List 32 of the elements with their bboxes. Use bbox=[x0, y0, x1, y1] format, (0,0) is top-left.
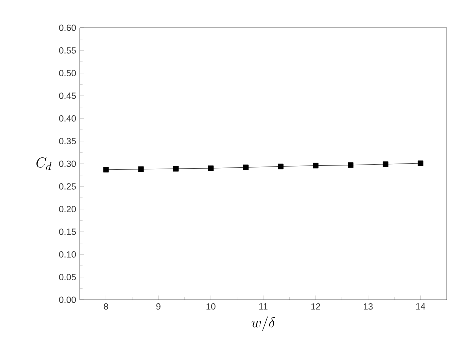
x-tick-label: 8 bbox=[104, 304, 108, 310]
y-tick-label: 0.45 bbox=[59, 92, 76, 100]
x-tick-label: 14 bbox=[416, 304, 426, 310]
y-tick-label: 0.05 bbox=[59, 274, 76, 281]
point bbox=[383, 162, 389, 168]
y-tick-label: 0.00 bbox=[59, 296, 76, 304]
y-tick-label: 0.60 bbox=[59, 24, 76, 32]
point bbox=[348, 162, 354, 168]
x-tick-label: 9 bbox=[156, 304, 161, 310]
y-tick-label: 0.10 bbox=[59, 251, 76, 258]
point bbox=[278, 164, 284, 170]
x-axis-title: $w/\delta$ bbox=[252, 316, 276, 332]
point bbox=[243, 164, 249, 170]
y-tick-label: 0.40 bbox=[59, 115, 76, 122]
y-axis-title: $C_d$ bbox=[36, 157, 52, 170]
point bbox=[208, 166, 214, 172]
x-tick-label: 13 bbox=[364, 304, 373, 310]
x-tick-label: 11 bbox=[260, 304, 268, 310]
x-tick-label: 10 bbox=[206, 304, 216, 310]
y-tick-label: 0.30 bbox=[59, 160, 76, 168]
point bbox=[138, 166, 144, 172]
point bbox=[418, 160, 424, 166]
y-tick-label: 0.50 bbox=[59, 70, 76, 77]
y-tick-label: 0.15 bbox=[59, 228, 76, 236]
x-tick-label: 12 bbox=[312, 304, 320, 310]
y-tick-label: 0.55 bbox=[59, 47, 76, 54]
point bbox=[103, 167, 110, 173]
point bbox=[173, 166, 179, 172]
y-tick-label: 0.35 bbox=[59, 138, 76, 145]
point bbox=[313, 163, 319, 169]
y-tick-label: 0.25 bbox=[59, 183, 76, 190]
y-tick-label: 0.20 bbox=[59, 206, 76, 213]
